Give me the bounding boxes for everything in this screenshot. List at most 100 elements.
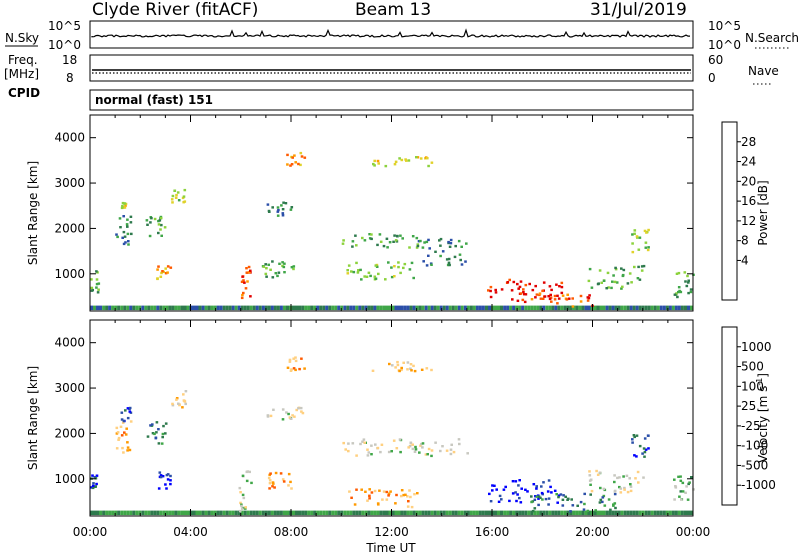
velocity-echo-cell	[182, 399, 186, 402]
power-echo-cell	[631, 233, 634, 236]
power-echo-cell	[394, 160, 398, 163]
velocity-echo-cell	[158, 471, 162, 474]
power-echo-cell	[524, 293, 528, 296]
velocity-ground-scatter-cell	[159, 510, 163, 516]
power-ground-scatter-cell	[512, 305, 516, 311]
velocity-echo-cell	[599, 486, 602, 490]
power-ground-scatter-cell	[111, 305, 115, 311]
power-echo-cell	[416, 156, 420, 159]
power-ground-scatter-cell	[283, 305, 286, 311]
velocity-echo-cell	[165, 487, 168, 490]
velocity-echo-cell	[294, 359, 298, 363]
velocity-echo-cell	[402, 361, 405, 364]
velocity-echo-cell	[301, 411, 305, 415]
velocity-echo-cell	[511, 480, 515, 483]
velocity-echo-cell	[519, 501, 523, 504]
velocity-ytick-label: 1000	[54, 472, 85, 486]
power-echo-cell	[122, 242, 126, 246]
power-ground-scatter-cell	[231, 305, 235, 311]
velocity-echo-cell	[238, 509, 242, 513]
power-echo-cell	[292, 267, 295, 271]
velocity-ground-scatter-cell	[533, 510, 537, 516]
velocity-ytick-label: 3000	[54, 381, 85, 395]
power-echo-cell	[123, 206, 127, 209]
velocity-ground-scatter-cell	[503, 510, 507, 516]
power-echo-cell	[587, 279, 591, 283]
power-ground-scatter-cell	[509, 305, 513, 311]
velocity-ground-scatter-cell	[430, 510, 434, 516]
power-echo-cell	[286, 153, 289, 157]
power-echo-cell	[367, 271, 371, 274]
power-echo-cell	[373, 159, 376, 163]
velocity-echo-cell	[151, 423, 154, 426]
power-echo-cell	[278, 262, 281, 265]
power-echo-cell	[447, 240, 450, 244]
power-echo-cell	[129, 221, 133, 224]
velocity-ground-scatter-cell	[276, 510, 280, 516]
power-echo-cell	[402, 266, 405, 270]
power-echo-cell	[412, 276, 415, 280]
velocity-ground-scatter-cell	[536, 510, 540, 516]
velocity-echo-cell	[402, 493, 405, 497]
power-ground-scatter-cell	[379, 305, 383, 311]
velocity-ground-scatter-cell	[439, 510, 443, 516]
power-echo-cell	[556, 294, 559, 297]
velocity-echo-cell	[273, 486, 276, 489]
velocity-echo-cell	[353, 503, 357, 506]
power-echo-cell	[538, 292, 542, 295]
velocity-ground-scatter-cell	[150, 510, 154, 516]
velocity-echo-cell	[532, 483, 536, 486]
velocity-echo-cell	[547, 497, 551, 500]
power-echo-cell	[643, 229, 647, 233]
velocity-ground-scatter-cell	[593, 510, 597, 516]
velocity-ground-scatter-cell	[123, 510, 127, 516]
velocity-echo-cell	[159, 474, 163, 477]
power-ground-scatter-cell	[485, 305, 488, 311]
velocity-echo-cell	[535, 487, 538, 490]
power-ground-scatter-cell	[412, 305, 416, 311]
power-echo-cell	[404, 158, 407, 161]
velocity-echo-cell	[128, 406, 132, 410]
power-echo-cell	[620, 287, 623, 290]
velocity-ground-scatter-cell	[680, 510, 684, 516]
velocity-echo-cell	[421, 446, 424, 449]
power-ground-scatter-cell	[117, 305, 121, 311]
power-ground-scatter-cell	[267, 305, 271, 311]
velocity-echo-cell	[614, 506, 617, 510]
power-echo-cell	[289, 164, 292, 167]
velocity-ground-scatter-cell	[530, 510, 534, 516]
power-ground-scatter-cell	[439, 305, 443, 311]
power-ground-scatter-cell	[210, 305, 214, 311]
power-echo-cell	[416, 244, 420, 248]
power-echo-cell	[447, 257, 451, 261]
power-echo-cell	[156, 277, 159, 281]
power-ground-scatter-cell	[286, 305, 289, 311]
velocity-ground-scatter-cell	[213, 510, 217, 516]
velocity-echo-cell	[122, 419, 126, 423]
power-echo-cell	[587, 296, 591, 300]
velocity-echo-cell	[406, 495, 409, 498]
power-ground-scatter-cell	[503, 305, 507, 311]
power-echo-cell	[449, 238, 453, 242]
power-echo-cell	[164, 267, 167, 270]
velocity-echo-cell	[644, 448, 648, 451]
power-echo-cell	[677, 286, 681, 289]
power-ground-scatter-cell	[430, 305, 434, 311]
power-echo-cell	[390, 266, 393, 269]
power-ground-scatter-cell	[165, 305, 169, 311]
velocity-echo-cell	[599, 498, 603, 502]
velocity-echo-cell	[244, 506, 247, 509]
power-echo-cell	[160, 223, 163, 227]
velocity-ground-scatter-cell	[337, 510, 341, 516]
velocity-echo-cell	[583, 492, 586, 496]
velocity-panel: 1000 2000 3000 4000 Slant Range [km]	[26, 319, 695, 517]
velocity-echo-cell	[351, 442, 355, 445]
velocity-echo-cell	[547, 479, 551, 482]
power-echo-cell	[183, 188, 187, 192]
velocity-echo-cell	[164, 422, 168, 425]
power-echo-cell	[368, 233, 371, 236]
velocity-echo-cell	[347, 449, 350, 453]
velocity-colorbar-label-main: Velocity [m s	[756, 386, 770, 463]
power-echo-cell	[646, 248, 650, 252]
